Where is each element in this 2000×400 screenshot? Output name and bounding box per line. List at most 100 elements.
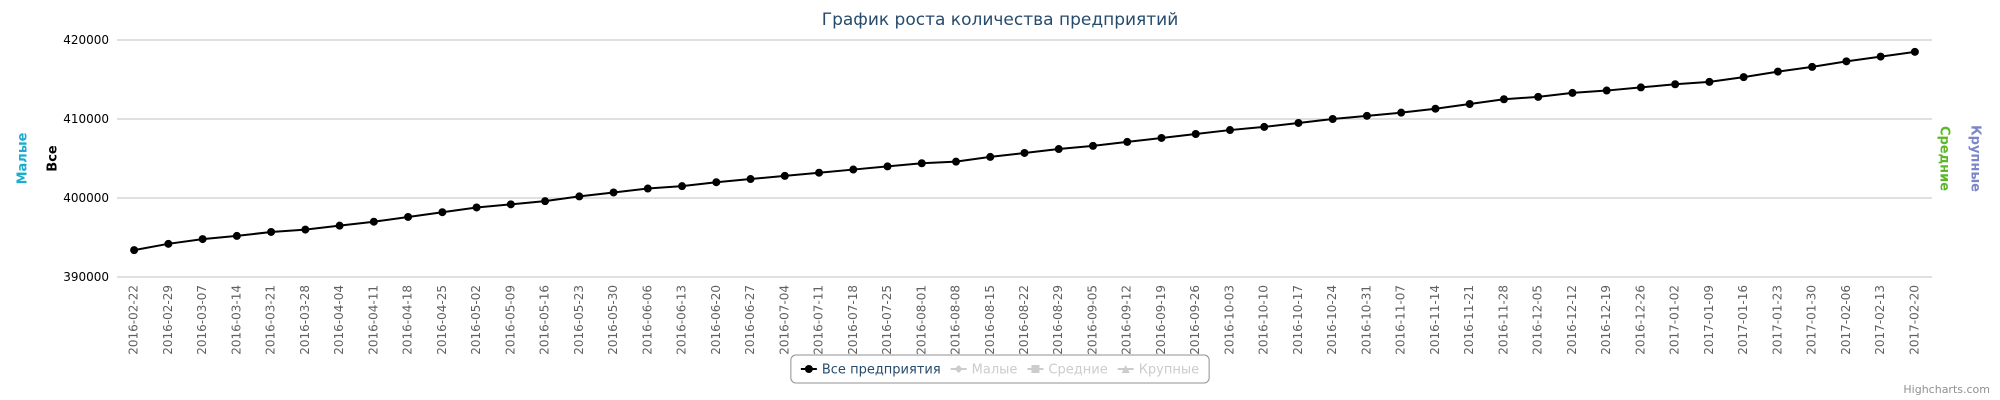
x-tick-label: 2016-12-12 bbox=[1565, 285, 1579, 355]
data-point bbox=[1328, 115, 1337, 123]
data-point bbox=[506, 200, 515, 209]
data-point bbox=[712, 178, 721, 187]
x-tick-label: 2016-10-10 bbox=[1257, 285, 1271, 355]
data-point bbox=[404, 212, 413, 221]
x-tick-label: 2016-05-23 bbox=[572, 285, 586, 355]
x-tick-label: 2016-07-11 bbox=[812, 285, 826, 355]
x-tick-label: 2016-09-26 bbox=[1188, 285, 1202, 355]
x-tick-label: 2016-05-02 bbox=[469, 285, 483, 355]
y-axis-title: Малые bbox=[16, 132, 31, 184]
data-point bbox=[1431, 104, 1440, 113]
y-axis-title: Крупные bbox=[1968, 125, 1983, 192]
data-point bbox=[1054, 145, 1063, 154]
legend-box bbox=[790, 354, 1210, 384]
data-point bbox=[1568, 88, 1577, 97]
x-tick-label: 2016-06-20 bbox=[709, 285, 723, 355]
x-tick-label: 2016-07-04 bbox=[777, 285, 791, 355]
x-tick-label: 2016-03-14 bbox=[229, 285, 243, 355]
legend-item[interactable]: Малые bbox=[950, 363, 1018, 378]
data-point bbox=[883, 162, 892, 171]
x-tick-label: 2016-08-29 bbox=[1051, 285, 1065, 355]
data-point bbox=[1636, 83, 1645, 92]
data-point bbox=[1842, 57, 1851, 66]
x-tick-label: 2017-01-02 bbox=[1668, 285, 1682, 355]
data-point bbox=[1294, 118, 1303, 127]
x-tick-label: 2016-06-06 bbox=[640, 285, 654, 355]
x-tick-label: 2017-02-13 bbox=[1873, 285, 1887, 355]
data-point bbox=[1739, 73, 1748, 82]
legend: Все предприятия Малые Средние Крупные bbox=[790, 354, 1210, 384]
y-tick-label: 390000 bbox=[63, 270, 109, 284]
data-point bbox=[1534, 92, 1543, 101]
x-tick-label: 2016-04-18 bbox=[401, 285, 415, 355]
x-tick-label: 2016-08-01 bbox=[914, 285, 928, 355]
x-tick-label: 2016-07-18 bbox=[846, 285, 860, 355]
data-point bbox=[1123, 137, 1132, 146]
legend-item[interactable]: Средние bbox=[1027, 363, 1108, 378]
legend-label: Все предприятия bbox=[822, 363, 941, 378]
data-point bbox=[1225, 126, 1234, 135]
legend-label: Средние bbox=[1048, 363, 1107, 378]
data-point bbox=[1191, 130, 1200, 139]
x-tick-label: 2016-08-22 bbox=[1017, 285, 1031, 355]
data-point bbox=[164, 239, 173, 248]
x-tick-label: 2016-12-19 bbox=[1599, 285, 1613, 355]
x-tick-label: 2016-06-27 bbox=[743, 285, 757, 355]
x-tick-label: 2016-09-12 bbox=[1120, 285, 1134, 355]
x-tick-label: 2016-05-16 bbox=[538, 285, 552, 355]
x-tick-label: 2017-02-06 bbox=[1839, 285, 1853, 355]
data-point bbox=[952, 157, 961, 166]
data-point bbox=[1671, 80, 1680, 89]
data-point bbox=[438, 208, 447, 217]
x-tick-label: 2016-07-25 bbox=[880, 285, 894, 355]
x-tick-label: 2016-02-29 bbox=[161, 285, 175, 355]
data-point bbox=[746, 175, 755, 184]
x-tick-label: 2016-04-04 bbox=[332, 285, 346, 355]
x-tick-label: 2016-03-28 bbox=[298, 285, 312, 355]
legend-symbol bbox=[804, 365, 813, 373]
x-tick-label: 2017-02-20 bbox=[1907, 285, 1921, 355]
legend-symbol bbox=[1031, 365, 1040, 373]
x-tick-label: 2017-01-23 bbox=[1770, 285, 1784, 355]
data-point bbox=[1876, 52, 1885, 61]
data-point bbox=[1773, 67, 1782, 76]
x-tick-label: 2016-10-03 bbox=[1222, 285, 1236, 355]
legend-label: Крупные bbox=[1139, 363, 1199, 378]
x-tick-label: 2016-08-08 bbox=[949, 285, 963, 355]
data-point bbox=[369, 217, 378, 226]
x-tick-label: 2016-05-30 bbox=[606, 285, 620, 355]
x-tick-label: 2016-03-07 bbox=[195, 285, 209, 355]
data-point bbox=[335, 221, 344, 230]
y-axis-title: Средние bbox=[1937, 126, 1952, 191]
legend-item[interactable]: Все предприятия bbox=[800, 363, 941, 378]
data-point bbox=[1465, 99, 1474, 108]
x-tick-label: 2016-06-13 bbox=[675, 285, 689, 355]
data-point bbox=[815, 168, 824, 177]
data-point bbox=[609, 188, 618, 197]
data-point bbox=[1088, 141, 1097, 150]
data-point bbox=[1499, 95, 1508, 104]
data-point bbox=[1705, 77, 1714, 86]
chart-title: График роста количества предприятий bbox=[822, 10, 1179, 30]
x-tick-label: 2016-12-05 bbox=[1531, 285, 1545, 355]
y-tick-label: 400000 bbox=[63, 191, 109, 205]
x-tick-label: 2016-03-21 bbox=[264, 285, 278, 355]
data-point bbox=[541, 197, 550, 206]
data-point bbox=[130, 246, 139, 255]
data-point bbox=[780, 171, 789, 180]
data-point bbox=[1397, 108, 1406, 117]
x-tick-label: 2016-09-05 bbox=[1085, 285, 1099, 355]
x-tick-label: 2016-09-19 bbox=[1154, 285, 1168, 355]
x-tick-label: 2016-12-26 bbox=[1633, 285, 1647, 355]
data-point bbox=[986, 152, 995, 161]
x-tick-label: 2016-04-11 bbox=[366, 285, 380, 355]
data-point bbox=[1808, 62, 1817, 71]
data-point bbox=[678, 182, 687, 191]
x-tick-label: 2017-01-16 bbox=[1736, 285, 1750, 355]
data-point bbox=[472, 203, 481, 212]
legend-item[interactable]: Крупные bbox=[1117, 363, 1199, 378]
data-point bbox=[232, 231, 241, 240]
credits[interactable]: Highcharts.com bbox=[1903, 383, 1990, 396]
x-tick-label: 2016-11-21 bbox=[1462, 285, 1476, 355]
